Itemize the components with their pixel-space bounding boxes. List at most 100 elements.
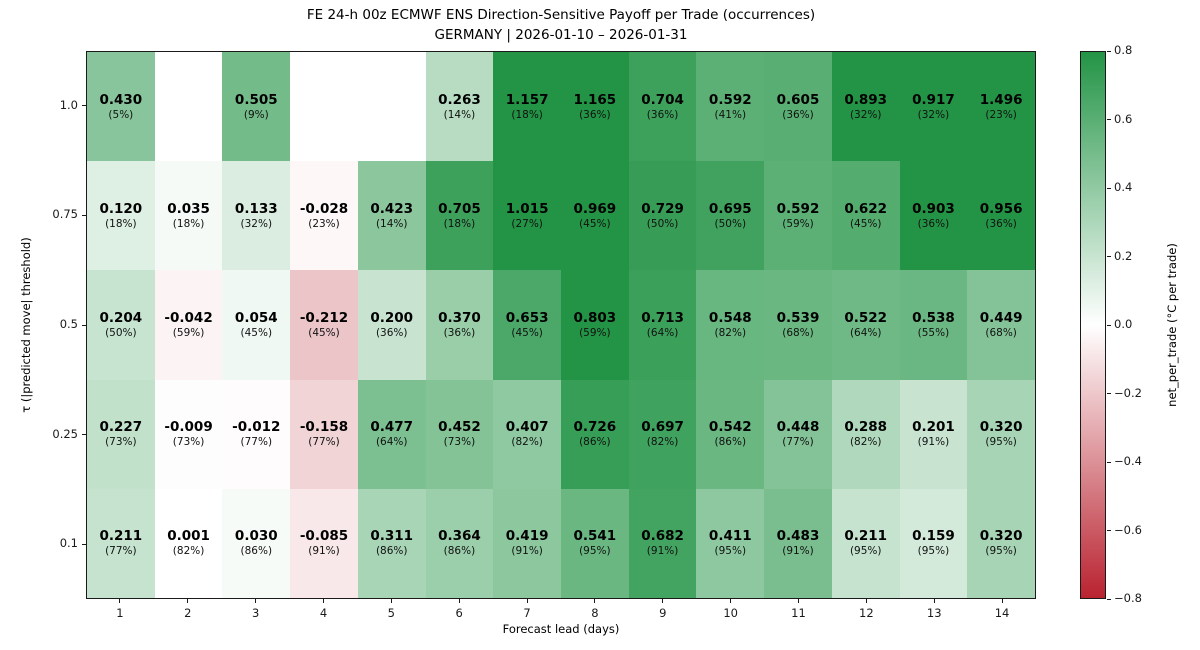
heatmap-cell: 0.695 (50%) (696, 161, 765, 271)
colorbar-tick-mark (1107, 461, 1111, 463)
cell-value: 0.419 (505, 528, 549, 545)
cell-value: 0.204 (99, 309, 143, 326)
heatmap-cell: 0.452 (73%) (425, 379, 494, 489)
cell-value: -0.012 (232, 419, 281, 436)
cell-value: 0.893 (844, 91, 888, 108)
cell-occurrence: (77%) (308, 436, 340, 449)
cell-value: 0.548 (708, 309, 752, 326)
heatmap-cell: 0.893 (32%) (831, 52, 900, 162)
cell-occurrence: (86%) (240, 545, 273, 558)
cell-occurrence: (9%) (243, 108, 269, 121)
cell-value: 0.477 (370, 419, 414, 436)
cell-value: 0.407 (505, 419, 549, 436)
heatmap-cell: 0.411 (95%) (696, 488, 765, 598)
cell-value: -0.158 (299, 419, 349, 436)
cell-occurrence: (82%) (646, 436, 679, 449)
colorbar (1080, 51, 1106, 599)
cell-value: 0.483 (776, 528, 820, 545)
cell-value: 0.263 (438, 91, 481, 108)
cell-value: 0.320 (979, 419, 1023, 436)
cell-occurrence: (95%) (917, 545, 950, 558)
cell-value: 0.969 (573, 200, 617, 217)
heatmap-cell (290, 52, 358, 162)
cell-value: 0.697 (641, 419, 684, 436)
cell-value: 0.120 (99, 200, 143, 217)
cell-occurrence: (95%) (985, 436, 1017, 449)
heatmap-cell: 0.407 (82%) (493, 379, 561, 489)
cell-value: 0.449 (979, 309, 1023, 326)
colorbar-tick-label: −0.2 (1114, 385, 1142, 400)
colorbar-tick-mark (1107, 50, 1111, 52)
cell-occurrence: (86%) (375, 545, 408, 558)
heatmap-cell: 0.448 (77%) (764, 379, 832, 489)
heatmap-cell (357, 52, 426, 162)
cell-value: 1.165 (573, 91, 617, 108)
cell-value: -0.085 (299, 528, 349, 545)
heatmap-cell: 0.548 (82%) (696, 270, 765, 380)
cell-value: 0.411 (708, 528, 752, 545)
cell-value: 0.682 (641, 528, 684, 545)
x-tick-label: 6 (455, 606, 463, 620)
cell-occurrence: (64%) (646, 327, 679, 340)
cell-occurrence: (59%) (172, 327, 205, 340)
cell-occurrence: (14%) (375, 217, 408, 230)
cell-value: 0.201 (912, 419, 955, 436)
cell-value: 0.430 (99, 91, 143, 108)
cell-occurrence: (23%) (985, 108, 1017, 121)
heatmap-cell: 0.200 (36%) (357, 270, 426, 380)
x-axis-label: Forecast lead (days) (502, 622, 620, 636)
heatmap-plot-area: 0.430 (5%) 0.505 (9%) 0.263 (14%) 1.157 (18%) 1.… (86, 51, 1036, 599)
cell-value: -0.042 (164, 309, 213, 326)
x-tick-mark (662, 599, 664, 603)
cell-value: 0.423 (370, 200, 414, 217)
cell-occurrence: (27%) (511, 217, 543, 230)
cell-value: 0.542 (708, 419, 752, 436)
heatmap-cell: 0.001 (82%) (154, 488, 223, 598)
x-tick-mark (730, 599, 732, 603)
x-tick-label: 5 (387, 606, 395, 620)
heatmap-cell: 0.120 (18%) (87, 161, 155, 271)
cell-value: -0.009 (164, 419, 213, 436)
heatmap-cell (154, 52, 223, 162)
cell-occurrence: (55%) (917, 327, 950, 340)
cell-occurrence: (5%) (108, 108, 134, 121)
colorbar-tick-label: 0.0 (1114, 317, 1133, 331)
cell-occurrence: (73%) (172, 436, 205, 449)
heatmap-cell: 0.592 (41%) (696, 52, 765, 162)
heatmap-cell: 0.969 (45%) (561, 161, 629, 271)
heatmap-cell: 0.364 (86%) (425, 488, 494, 598)
cell-occurrence: (86%) (579, 436, 611, 449)
y-tick-label: 0.25 (52, 426, 78, 441)
colorbar-tick-mark (1107, 256, 1111, 257)
heatmap-cell: 0.483 (91%) (764, 488, 832, 598)
y-tick-mark (82, 434, 86, 436)
heatmap-cell: 0.263 (14%) (425, 52, 494, 162)
heatmap-cell: 0.539 (68%) (764, 270, 832, 380)
x-tick-mark (933, 599, 935, 603)
x-tick-mark (1001, 599, 1003, 603)
colorbar-label: net_per_trade (°C per trade) (1165, 243, 1179, 407)
cell-value: 0.452 (438, 419, 481, 436)
cell-occurrence: (68%) (782, 327, 814, 340)
colorbar-tick-mark (1107, 393, 1111, 394)
cell-occurrence: (95%) (985, 545, 1017, 558)
heatmap-cell: 0.423 (14%) (357, 161, 426, 271)
cell-value: 0.705 (438, 200, 481, 217)
cell-occurrence: (68%) (985, 327, 1017, 340)
cell-value: 0.001 (167, 528, 210, 545)
heatmap-cell: -0.158 (77%) (290, 379, 358, 489)
cell-occurrence: (91%) (782, 545, 814, 558)
cell-occurrence: (82%) (714, 327, 747, 340)
x-tick-mark (390, 599, 392, 603)
x-tick-label: 10 (723, 606, 738, 620)
cell-occurrence: (86%) (714, 436, 747, 449)
cell-value: 0.320 (979, 528, 1023, 545)
cell-value: 0.448 (776, 419, 820, 436)
cell-occurrence: (45%) (308, 327, 340, 340)
heatmap-cell: 0.713 (64%) (628, 270, 697, 380)
cell-occurrence: (14%) (443, 108, 476, 121)
cell-occurrence: (95%) (579, 545, 611, 558)
cell-occurrence: (45%) (511, 327, 543, 340)
y-tick-mark (82, 105, 86, 107)
